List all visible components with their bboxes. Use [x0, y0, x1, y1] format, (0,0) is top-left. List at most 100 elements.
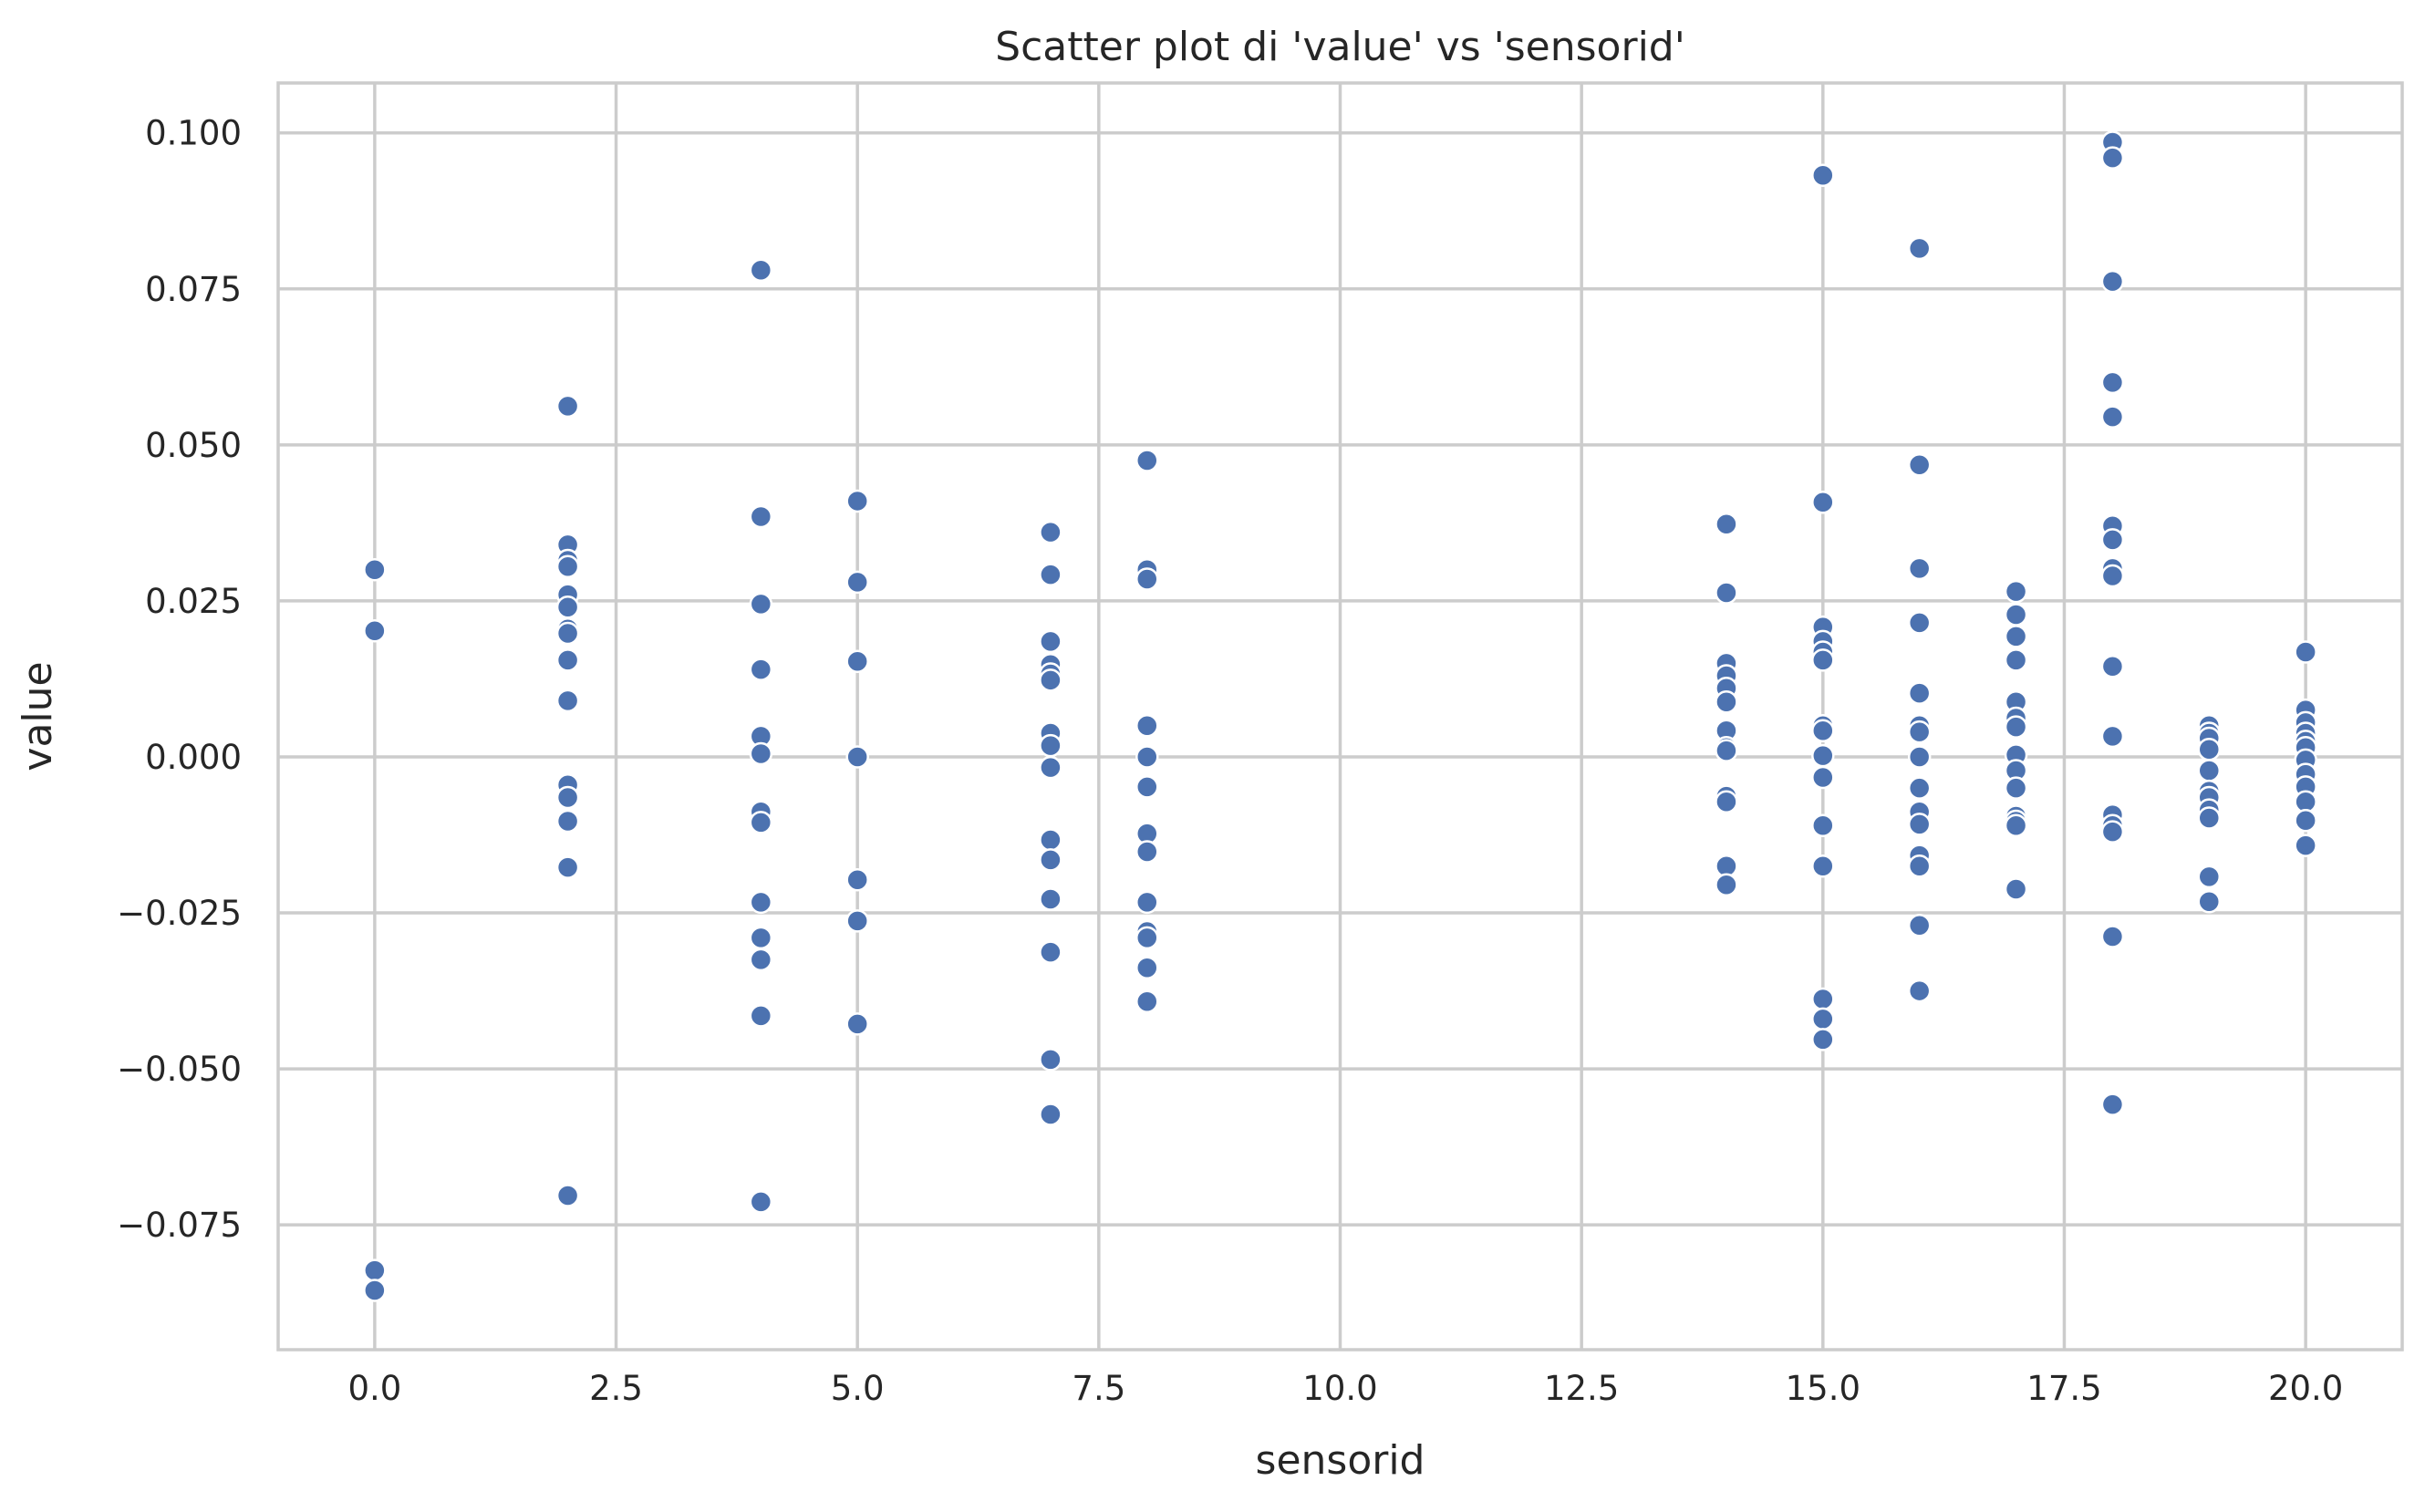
x-tick-label: 0.0: [347, 1369, 401, 1408]
y-tick-label: 0.050: [145, 426, 242, 465]
data-point: [2004, 603, 2028, 627]
data-point: [555, 1184, 580, 1207]
data-point: [1039, 629, 1062, 654]
y-tick-label: 0.100: [145, 114, 242, 153]
data-point: [2100, 925, 2125, 948]
y-gridlines: [278, 130, 2402, 1227]
data-point: [1907, 611, 1932, 635]
data-point: [845, 570, 869, 595]
data-point: [1135, 745, 1159, 769]
data-point: [363, 619, 387, 643]
data-point: [2197, 865, 2222, 889]
x-tick-label: 17.5: [2026, 1369, 2101, 1408]
data-point: [1907, 813, 1932, 836]
y-tick-label: 0.075: [145, 270, 242, 309]
x-tick-label: 15.0: [1786, 1369, 1860, 1408]
x-tick-label: 7.5: [1072, 1369, 1125, 1408]
data-point: [1039, 733, 1062, 758]
y-tick-label: −0.075: [117, 1206, 242, 1245]
data-point: [1907, 236, 1932, 261]
data-point: [1039, 563, 1062, 586]
data-point: [555, 785, 580, 810]
data-point: [1907, 556, 1932, 581]
data-point: [2100, 655, 2125, 678]
data-point: [1039, 755, 1062, 780]
data-point: [1907, 979, 1932, 1003]
data-point: [1715, 739, 1738, 762]
data-point: [845, 1012, 869, 1036]
data-point: [1811, 163, 1835, 188]
chart-title: Scatter plot di 'value' vs 'sensorid': [995, 24, 1685, 70]
data-point: [1811, 854, 1835, 878]
data-point: [749, 948, 773, 972]
data-point: [1811, 491, 1835, 514]
data-point: [2197, 889, 2222, 914]
data-point: [2294, 640, 2317, 664]
data-point: [2197, 759, 2222, 782]
data-point: [749, 1190, 773, 1214]
data-point: [1907, 776, 1932, 800]
x-tick-labels: 0.0 2.5 5.0 7.5 10.0 12.5 15.0 17.5 20.0: [347, 1369, 2343, 1408]
data-point: [363, 1258, 387, 1282]
data-point: [1715, 690, 1738, 714]
data-point: [2004, 648, 2028, 672]
data-point: [1811, 719, 1835, 742]
data-point: [2004, 715, 2028, 739]
data-point: [1907, 854, 1932, 878]
x-tick-label: 5.0: [831, 1369, 885, 1408]
data-point: [555, 689, 580, 713]
data-point: [1135, 926, 1159, 950]
data-point: [1907, 720, 1932, 744]
data-point: [749, 926, 773, 950]
data-point: [1039, 668, 1062, 692]
data-point: [1039, 940, 1062, 964]
data-point: [2100, 405, 2125, 429]
data-point: [1715, 513, 1738, 536]
data-point: [749, 504, 773, 529]
data-point: [749, 258, 773, 283]
x-tick-label: 10.0: [1302, 1369, 1377, 1408]
data-point: [749, 890, 773, 915]
data-point: [555, 595, 580, 619]
data-point: [363, 1279, 387, 1302]
data-point: [845, 649, 869, 674]
data-point: [2004, 813, 2028, 837]
y-tick-label: 0.025: [145, 582, 242, 621]
data-point: [555, 621, 580, 646]
data-point: [845, 489, 869, 513]
data-point: [749, 1004, 773, 1028]
data-point: [2294, 809, 2317, 833]
data-point: [2100, 820, 2125, 844]
data-point: [749, 592, 773, 616]
y-tick-label: 0.000: [145, 738, 242, 777]
x-axis-label: sensorid: [1256, 1437, 1425, 1484]
x-tick-label: 2.5: [589, 1369, 643, 1408]
data-point: [2100, 564, 2125, 588]
data-points: [363, 130, 2317, 1302]
data-point: [2100, 528, 2125, 552]
data-point: [2100, 370, 2125, 395]
data-point: [1907, 745, 1932, 769]
data-point: [845, 868, 869, 892]
data-point: [2004, 877, 2028, 901]
data-point: [1135, 775, 1159, 799]
data-point: [1135, 449, 1159, 472]
data-point: [2100, 1093, 2125, 1116]
data-point: [1715, 873, 1738, 896]
data-point: [555, 809, 580, 834]
data-point: [749, 741, 773, 766]
data-point: [2100, 146, 2125, 170]
data-point: [1715, 790, 1738, 813]
data-point: [363, 557, 387, 582]
data-point: [1039, 887, 1062, 911]
data-point: [1135, 956, 1159, 979]
data-point: [1039, 848, 1062, 872]
data-point: [2004, 625, 2028, 648]
data-point: [555, 648, 580, 672]
data-point: [1135, 890, 1159, 915]
data-point: [1135, 714, 1159, 738]
data-point: [1811, 743, 1835, 768]
data-point: [1907, 453, 1932, 477]
y-axis-label: value: [15, 661, 61, 771]
